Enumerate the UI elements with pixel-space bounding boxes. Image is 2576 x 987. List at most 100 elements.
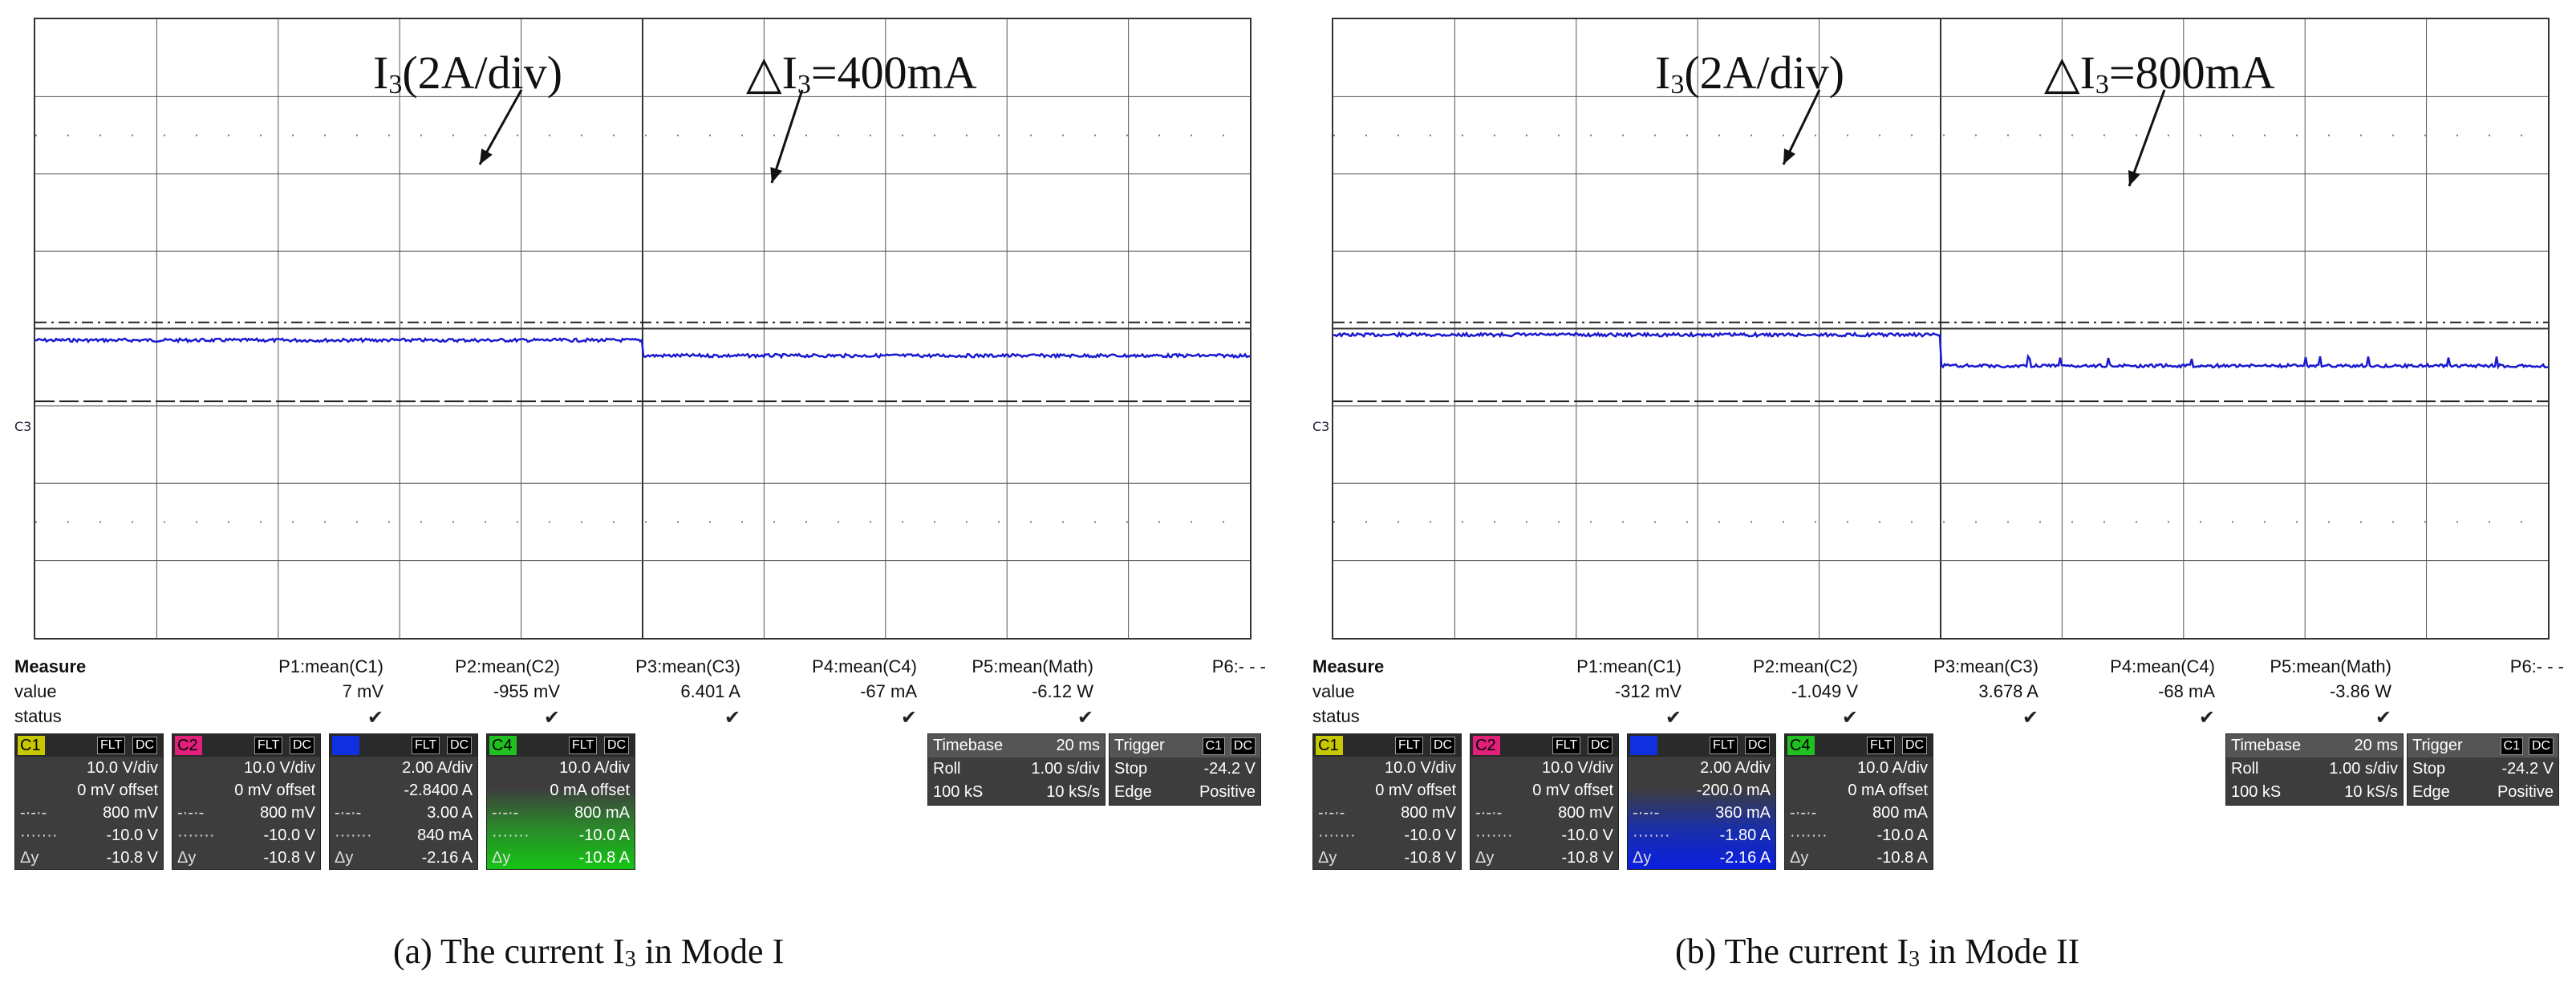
delta-y-label: Δy — [492, 849, 511, 867]
status-check-icon: ✔ — [2375, 707, 2391, 729]
cursor2-label: ······· — [20, 827, 58, 844]
trigger-slope: Positive — [2497, 783, 2554, 801]
channel-tag: C1 — [18, 736, 45, 755]
param-name[interactable]: P4:mean(C4) — [812, 656, 917, 676]
offset: 0 mV offset — [1532, 782, 1613, 799]
param-name[interactable]: P3:mean(C3) — [1933, 656, 2038, 676]
filter-badge: FLT — [97, 737, 126, 754]
measure-table: Measure P1:mean(C1) P2:mean(C2) P3:mean(… — [1312, 656, 2564, 731]
current-trace — [35, 337, 1250, 359]
param-name[interactable]: P1:mean(C1) — [278, 656, 383, 676]
measure-table: Measure P1:mean(C1) P2:mean(C2) P3:mean(… — [14, 656, 1266, 731]
param-name[interactable]: P2:mean(C2) — [455, 656, 560, 676]
trigger-mode: Stop — [1114, 760, 1148, 778]
param-name[interactable]: P5:mean(Math) — [972, 656, 1093, 676]
value-label: value — [14, 681, 57, 701]
timebase-box[interactable]: Timebase 20 ms Roll 1.00 s/div 100 kS 10 kS… — [927, 733, 1105, 806]
channel-box-c2[interactable]: C2 FLT DC 10.0 V/div 0 mV offset -·-·- 800 … — [1470, 733, 1619, 870]
cursor2-value: -10.0 A — [1876, 827, 1928, 844]
vertical-scale: 10.0 V/div — [87, 759, 158, 777]
param-name[interactable]: P5:mean(Math) — [2270, 656, 2391, 676]
filter-badge: FLT — [569, 737, 598, 754]
measure-title: Measure — [1312, 656, 1385, 676]
vertical-scale: 10.0 V/div — [1385, 759, 1456, 777]
channel-box-c2[interactable]: C2 FLT DC 10.0 V/div 0 mV offset -·-·- 800 … — [172, 733, 321, 870]
cursor2-label: ······· — [1475, 827, 1513, 844]
cursor1-value: 800 mV — [103, 804, 158, 822]
param-name[interactable]: P6:- - - — [2509, 656, 2564, 676]
cursor2-value: -10.0 A — [578, 827, 630, 844]
sample-count: 100 kS — [2231, 783, 2282, 801]
cursor2-value: -1.80 A — [1719, 827, 1771, 844]
trigger-level: -24.2 V — [1203, 760, 1256, 778]
cursor2-label: ······· — [1633, 827, 1670, 844]
sample-rate: 10 kS/s — [1046, 783, 1100, 801]
vertical-scale: 10.0 A/div — [559, 759, 630, 777]
param-value: -68 mA — [2158, 681, 2215, 701]
param-name[interactable]: P4:mean(C4) — [2110, 656, 2215, 676]
coupling-badge: DC — [604, 737, 630, 754]
cursor2-label: ······· — [335, 827, 372, 844]
offset: 0 mA offset — [550, 782, 630, 799]
delta-y-label: Δy — [335, 849, 354, 867]
channel-tag: C4 — [489, 736, 517, 755]
channel-box-c3[interactable]: FLT DC 2.00 A/div -2.8400 A -·-·- 3.00 A ·… — [329, 733, 478, 870]
trigger-coupling: DC — [2528, 737, 2554, 755]
delta-y-value: -2.16 A — [421, 849, 473, 867]
trigger-box[interactable]: Trigger C1 DC Stop -24.2 V Edge Positive — [2407, 733, 2559, 806]
channel-box-c1[interactable]: C1 FLT DC 10.0 V/div 0 mV offset -·-·- 800 … — [14, 733, 164, 870]
filter-badge: FLT — [1867, 737, 1896, 754]
filter-badge: FLT — [1710, 737, 1738, 754]
delta-y-label: Δy — [1633, 849, 1652, 867]
scope-panel-a: I3(2A/div) △I3=400mA C3 Measure P1:mean(… — [0, 0, 1284, 987]
timebase-box[interactable]: Timebase 20 ms Roll 1.00 s/div 100 kS 10 kS… — [2225, 733, 2404, 806]
channel-box-c3[interactable]: FLT DC 2.00 A/div -200.0 mA -·-·- 360 mA ·… — [1627, 733, 1776, 870]
timebase-title: Timebase — [933, 737, 1004, 754]
delta-y-value: -10.8 A — [578, 849, 630, 867]
param-name[interactable]: P2:mean(C2) — [1753, 656, 1858, 676]
status-check-icon: ✔ — [543, 707, 560, 729]
param-name[interactable]: P1:mean(C1) — [1576, 656, 1681, 676]
channel-tag: C2 — [175, 736, 202, 755]
param-value: -6.12 W — [1031, 681, 1093, 701]
figure-caption: (a) The current I3 in Mode I — [393, 932, 785, 972]
trigger-title: Trigger — [1114, 737, 1165, 754]
cursor2-value: -10.0 V — [1561, 827, 1613, 844]
param-name[interactable]: P6:- - - — [1211, 656, 1266, 676]
trigger-box[interactable]: Trigger C1 DC Stop -24.2 V Edge Positive — [1109, 733, 1261, 806]
cursor1-value: 800 mA — [1872, 804, 1928, 822]
delta-y-value: -10.8 V — [1404, 849, 1456, 867]
cursor2-label: ······· — [492, 827, 529, 844]
cursor1-label: -·-·- — [177, 804, 205, 822]
cursor2-value: -10.0 V — [1404, 827, 1456, 844]
delta-y-label: Δy — [1318, 849, 1337, 867]
channel-box-c4[interactable]: C4 FLT DC 10.0 A/div 0 mA offset -·-·- 800 … — [1784, 733, 1933, 870]
cursor1-label: -·-·- — [1318, 804, 1345, 822]
waveform-grid — [1332, 18, 2550, 640]
cursor1-value: 800 mV — [1401, 804, 1456, 822]
offset: -2.8400 A — [404, 782, 473, 799]
param-value: 6.401 A — [680, 681, 740, 701]
coupling-badge: DC — [132, 737, 158, 754]
acquisition-mode: Roll — [2231, 760, 2259, 778]
status-check-icon: ✔ — [2198, 707, 2215, 729]
cursor2-value: -10.0 V — [106, 827, 158, 844]
channel-box-c4[interactable]: C4 FLT DC 10.0 A/div 0 mA offset -·-·- 800 … — [486, 733, 635, 870]
scope-panel-b: I3(2A/div) △I3=800mA C3 Measure P1:mean(… — [1298, 0, 2576, 987]
waveform-plot — [1333, 19, 2548, 638]
vertical-scale: 2.00 A/div — [1700, 759, 1771, 777]
time-per-div: 20 ms — [1056, 737, 1100, 754]
measure-title: Measure — [14, 656, 87, 676]
delta-y-label: Δy — [1790, 849, 1809, 867]
channel-tag: C2 — [1473, 736, 1500, 755]
param-name[interactable]: P3:mean(C3) — [635, 656, 740, 676]
channel-box-c1[interactable]: C1 FLT DC 10.0 V/div 0 mV offset -·-·- 800 … — [1312, 733, 1462, 870]
acquisition-mode: Roll — [933, 760, 961, 778]
status-check-icon: ✔ — [1841, 707, 1858, 729]
delta-y-value: -10.8 V — [1561, 849, 1613, 867]
waveform-plot — [35, 19, 1250, 638]
figure-caption: (b) The current I3 in Mode II — [1675, 932, 2080, 972]
delta-y-value: -10.8 V — [106, 849, 158, 867]
channel-tag: C1 — [1316, 736, 1343, 755]
trigger-type: Edge — [2412, 783, 2450, 801]
